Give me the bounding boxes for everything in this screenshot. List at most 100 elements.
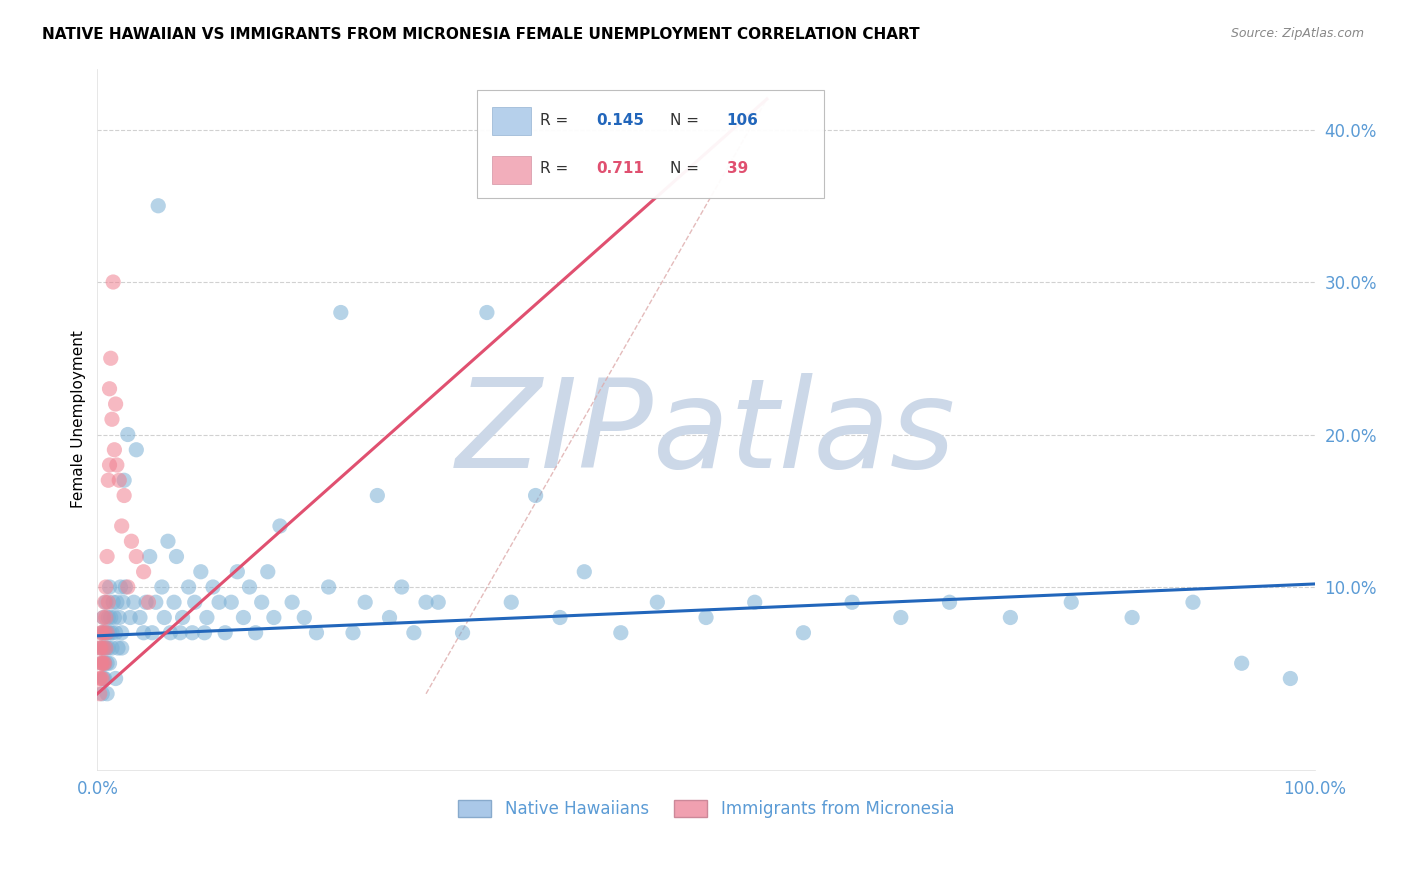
Point: [938, 595, 960, 609]
Point: [695, 610, 717, 624]
Point: [100, 610, 122, 624]
Point: [156, 534, 179, 549]
Text: 39: 39: [727, 161, 748, 177]
Point: [256, 565, 278, 579]
Point: [329, 305, 352, 319]
Point: [792, 625, 814, 640]
Point: [524, 489, 547, 503]
Point: [132, 565, 155, 579]
Point: [120, 534, 142, 549]
Point: [93, 657, 115, 671]
Point: [108, 610, 131, 624]
Point: [90, 625, 112, 640]
Point: [1060, 595, 1083, 609]
Point: [177, 580, 200, 594]
Point: [219, 595, 242, 609]
Point: [104, 625, 127, 640]
Point: [744, 595, 766, 609]
Point: [90, 640, 112, 655]
Point: [366, 489, 388, 503]
Point: [112, 489, 135, 503]
Point: [111, 519, 134, 533]
Point: [208, 595, 231, 609]
Point: [574, 565, 596, 579]
Point: [105, 458, 128, 472]
Point: [111, 640, 134, 655]
Point: [93, 610, 115, 624]
Point: [122, 595, 145, 609]
Point: [305, 625, 328, 640]
Point: [94, 595, 117, 609]
Point: [181, 625, 204, 640]
Point: [89, 640, 111, 655]
Point: [226, 565, 249, 579]
Point: [94, 640, 117, 655]
Point: [110, 580, 132, 594]
Point: [93, 657, 115, 671]
Point: [97, 595, 120, 609]
Point: [94, 640, 117, 655]
Point: [107, 640, 129, 655]
Text: R =: R =: [540, 113, 574, 128]
Text: ZIPatlas: ZIPatlas: [456, 373, 956, 494]
Point: [548, 610, 571, 624]
Point: [91, 657, 114, 671]
Point: [153, 610, 176, 624]
Point: [125, 442, 148, 457]
Point: [93, 640, 115, 655]
Point: [97, 610, 120, 624]
Point: [245, 625, 267, 640]
Point: [97, 640, 120, 655]
Point: [166, 549, 188, 564]
Point: [90, 672, 112, 686]
Point: [169, 625, 191, 640]
Point: [125, 549, 148, 564]
Point: [475, 305, 498, 319]
Point: [89, 672, 111, 686]
Point: [391, 580, 413, 594]
FancyBboxPatch shape: [477, 89, 824, 198]
Point: [93, 657, 115, 671]
Point: [427, 595, 450, 609]
Point: [135, 595, 157, 609]
Text: Source: ZipAtlas.com: Source: ZipAtlas.com: [1230, 27, 1364, 40]
Point: [129, 610, 152, 624]
Point: [145, 595, 167, 609]
Point: [184, 595, 207, 609]
Point: [263, 610, 285, 624]
Point: [415, 595, 437, 609]
Point: [98, 458, 121, 472]
Text: NATIVE HAWAIIAN VS IMMIGRANTS FROM MICRONESIA FEMALE UNEMPLOYMENT CORRELATION CH: NATIVE HAWAIIAN VS IMMIGRANTS FROM MICRO…: [42, 27, 920, 42]
Point: [238, 580, 260, 594]
Point: [97, 473, 120, 487]
Text: 0.145: 0.145: [596, 113, 644, 128]
Point: [647, 595, 669, 609]
Point: [141, 625, 163, 640]
FancyBboxPatch shape: [492, 107, 530, 136]
FancyBboxPatch shape: [492, 156, 530, 185]
Point: [89, 687, 111, 701]
Text: N =: N =: [669, 161, 703, 177]
Point: [111, 625, 134, 640]
Point: [117, 580, 139, 594]
Point: [232, 610, 254, 624]
Point: [281, 595, 304, 609]
Point: [96, 549, 118, 564]
Point: [94, 610, 117, 624]
Point: [214, 625, 236, 640]
Point: [250, 595, 273, 609]
Point: [98, 382, 121, 396]
Point: [841, 595, 863, 609]
Point: [101, 412, 124, 426]
Point: [269, 519, 291, 533]
Point: [91, 625, 114, 640]
Point: [1000, 610, 1022, 624]
Point: [104, 397, 127, 411]
Point: [98, 657, 121, 671]
Point: [190, 565, 212, 579]
Point: [96, 687, 118, 701]
Point: [93, 625, 115, 640]
Point: [193, 625, 215, 640]
Point: [96, 625, 118, 640]
Point: [93, 625, 115, 640]
